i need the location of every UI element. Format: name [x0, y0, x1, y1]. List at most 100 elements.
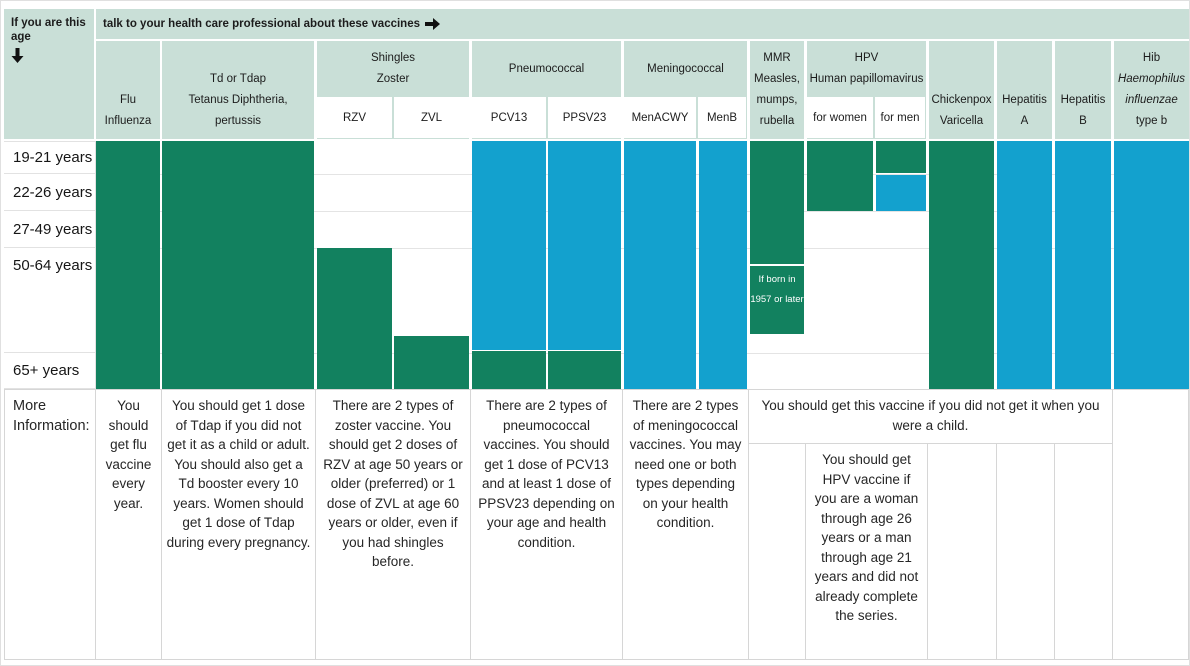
grid-cell-ppsv23-risk [548, 141, 621, 350]
column-flu [96, 141, 160, 389]
column-pcv13 [472, 141, 546, 389]
column-hib [1114, 141, 1189, 389]
group-label: Zoster [376, 73, 410, 85]
subheader-hpv-women: for women [807, 97, 873, 138]
column-menacwy [624, 141, 696, 389]
group-label: Pneumococcal [508, 62, 585, 75]
group-label: Chickenpox [931, 94, 992, 106]
group-label: Hib [1142, 52, 1161, 64]
subheader-rzv: RZV [317, 97, 392, 138]
grid-cell-pcv13-risk [472, 141, 546, 350]
age-row-27-49: 27-49 years [4, 211, 96, 248]
right-arrow-icon [425, 18, 440, 30]
info-flu-text: You should get flu vaccine every year. [105, 398, 152, 511]
group-label: A [1020, 115, 1029, 127]
info-shingles-text: There are 2 types of zoster vaccine. You… [323, 398, 463, 569]
more-info-label: More Information: [13, 398, 90, 434]
group-label: type b [1135, 115, 1168, 127]
group-label: Influenza [104, 115, 152, 127]
group-label: Shingles [370, 52, 416, 64]
info-meningococcal-text: There are 2 types of meningococcal vacci… [629, 398, 742, 530]
info-meningococcal: There are 2 types of meningococcal vacci… [622, 389, 749, 660]
group-label: MMR [763, 52, 791, 64]
grid-cell-hpv_women-recommended [807, 141, 873, 211]
group-label: Varicella [939, 115, 984, 127]
column-hepatitis-b [1055, 141, 1111, 389]
header-group-hepatitis-a: Hepatitis A [997, 41, 1052, 139]
age-row-19-21: 19-21 years [4, 141, 96, 174]
group-label: Td or Tdap [209, 73, 267, 85]
age-prompt-cell: If you are this age [4, 9, 94, 139]
info-mmr-empty [748, 443, 806, 660]
column-chickenpox [929, 141, 994, 389]
header-group-mmr: MMR Measles, mumps, rubella [750, 41, 804, 139]
grid-cell-rzv-recommended [317, 248, 392, 389]
column-ppsv23 [548, 141, 621, 389]
info-hepatitis-a-empty [996, 443, 1055, 660]
group-label: B [1079, 115, 1087, 127]
group-label: rubella [759, 115, 795, 127]
group-label: Human papillomavirus [809, 73, 924, 85]
subheader-zvl: ZVL [394, 97, 469, 138]
header-group-chickenpox: Chickenpox Varicella [929, 41, 994, 139]
grid-cell-chickenpox-recommended [929, 141, 994, 389]
grid-cell-mmr-recommended [750, 141, 804, 264]
group-label: Tetanus Diphtheria, [188, 94, 288, 106]
column-zvl [394, 141, 469, 389]
group-label: influenzae [1125, 94, 1178, 106]
group-label: Measles, [753, 73, 801, 85]
info-hpv: You should get HPV vaccine if you are a … [805, 443, 928, 660]
age-prompt-text: If you are this age [11, 17, 86, 43]
group-label: HPV [854, 52, 879, 64]
column-hpv-women [807, 141, 873, 389]
age-row-65plus: 65+ years [4, 353, 96, 389]
info-hib-empty [1112, 389, 1189, 660]
info-tdap-text: You should get 1 dose of Tdap if you did… [166, 398, 311, 550]
info-tdap: You should get 1 dose of Tdap if you did… [161, 389, 316, 660]
grid-cell-ppsv23-recommended [548, 351, 621, 389]
subheader-hpv-men: for men [875, 97, 925, 138]
header-group-hepatitis-b: Hepatitis B [1055, 41, 1111, 139]
group-label: pertussis [214, 115, 262, 127]
info-childhood-text: You should get this vaccine if you did n… [761, 398, 1100, 433]
subheader-ppsv23: PPSV23 [548, 97, 621, 138]
group-label: Meningococcal [647, 62, 724, 75]
subheader-menb: MenB [698, 97, 746, 138]
grid-cell-hpv_men-risk [876, 175, 926, 211]
more-info-label-cell: More Information: [4, 389, 96, 660]
subheader-pcv13: PCV13 [472, 97, 546, 138]
grid-cell-mmr-recommended-note: If born in 1957 or later [750, 266, 804, 334]
info-hepatitis-b-empty [1054, 443, 1113, 660]
info-flu: You should get flu vaccine every year. [95, 389, 162, 660]
header-group-pneumococcal: Pneumococcal PCV13 PPSV23 [472, 41, 621, 139]
talk-prompt-cell: talk to your health care professional ab… [96, 9, 1189, 39]
grid-cell-pcv13-recommended [472, 351, 546, 389]
group-label: Flu [120, 94, 136, 106]
column-menb [699, 141, 747, 389]
grid-cell-hpv_men-recommended [876, 141, 926, 173]
grid-cell-tdap-recommended [162, 141, 314, 389]
talk-prompt-text: talk to your health care professional ab… [103, 18, 420, 30]
down-arrow-icon [11, 48, 89, 67]
header-group-flu: Flu Influenza [96, 41, 160, 139]
grid-cell-zvl-recommended [394, 336, 469, 389]
info-chickenpox-empty [927, 443, 997, 660]
grid-cell-flu-recommended [96, 141, 160, 389]
column-tdap [162, 141, 314, 389]
age-row-50-64: 50-64 years [4, 248, 96, 353]
grid-cell-hepb-risk [1055, 141, 1111, 389]
info-hpv-text: You should get HPV vaccine if you are a … [814, 452, 919, 623]
subheader-menacwy: MenACWY [624, 97, 696, 138]
column-mmr: If born in 1957 or later [750, 141, 804, 389]
info-pneumococcal: There are 2 types of pneumococcal vaccin… [470, 389, 623, 660]
grid-cell-hepa-risk [997, 141, 1052, 389]
header-group-hib: Hib Haemophilus influenzae type b [1114, 41, 1189, 139]
group-label: Haemophilus [1117, 73, 1186, 85]
group-label: Hepatitis [1060, 94, 1106, 106]
column-hepatitis-a [997, 141, 1052, 389]
header-group-hpv: HPV Human papillomavirus for women for m… [807, 41, 926, 139]
header-group-meningococcal: Meningococcal MenACWY MenB [624, 41, 747, 139]
info-pneumococcal-text: There are 2 types of pneumococcal vaccin… [478, 398, 615, 550]
grid-cell-menb-risk [699, 141, 747, 389]
header-group-tdap: Td or Tdap Tetanus Diphtheria, pertussis [162, 41, 314, 139]
